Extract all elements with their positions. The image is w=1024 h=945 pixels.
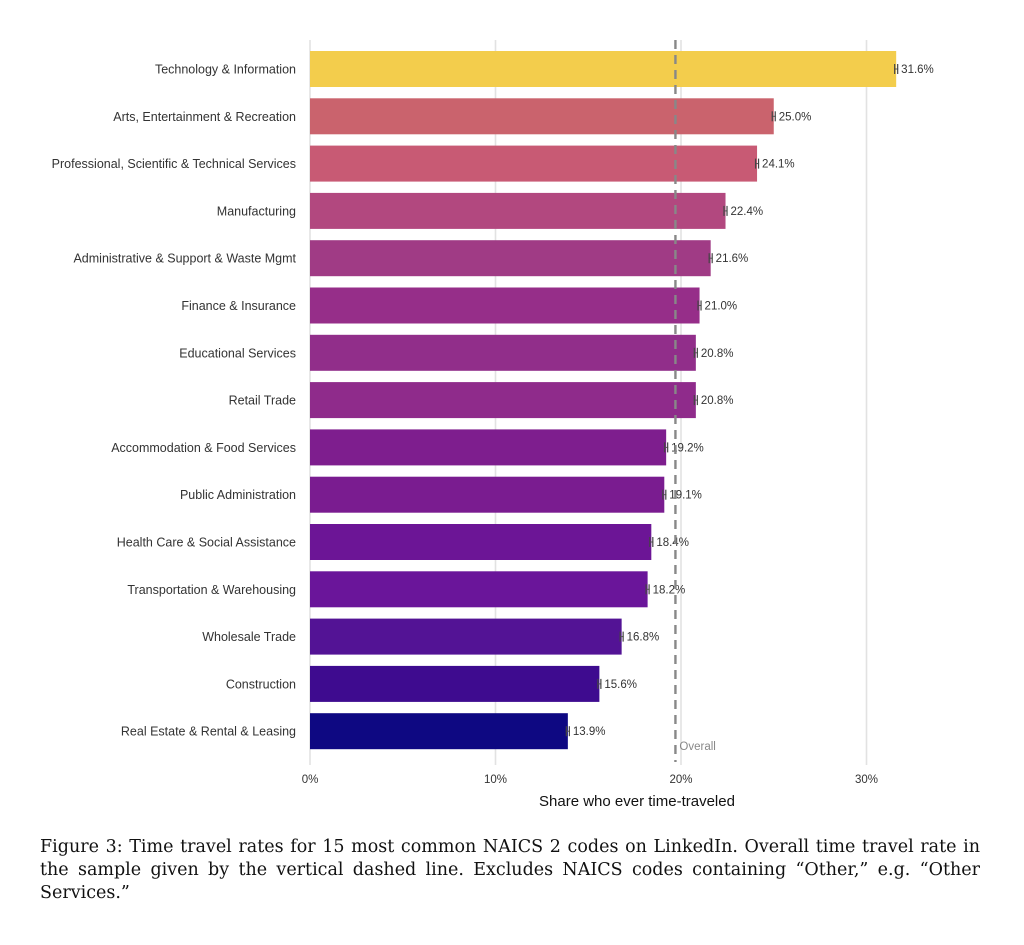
category-label: Public Administration [180,488,296,502]
value-label: 19.2% [671,442,704,454]
x-tick-label: 30% [855,774,878,786]
bar [310,334,696,371]
category-label: Educational Services [179,346,296,360]
bar [310,524,652,560]
x-axis-ticks: 0% 10% 20% 30% [302,774,878,786]
value-label: 13.9% [573,726,606,738]
bar [310,429,667,466]
bar [310,145,758,182]
value-label: 31.6% [901,64,934,76]
category-label: Technology & Information [155,63,296,77]
category-label: Real Estate & Rental & Leasing [121,725,296,739]
bar [310,240,711,277]
figure-caption: Figure 3: Time travel rates for 15 most … [40,837,980,903]
value-label: 18.4% [656,537,689,549]
value-label: 25.0% [779,111,812,123]
category-label: Wholesale Trade [202,630,296,644]
category-label: Arts, Entertainment & Recreation [113,110,296,124]
category-label: Administrative & Support & Waste Mgmt [73,252,296,266]
overall-reference-label: Overall [679,741,715,753]
category-labels: Technology & Information Arts, Entertainm… [52,63,297,739]
category-label: Manufacturing [217,204,296,218]
value-label: 20.8% [701,395,734,407]
overall-reference: Overall [674,40,716,762]
value-label: 21.6% [716,253,749,265]
value-label: 16.8% [627,632,660,644]
bar [310,476,665,513]
x-tick-label: 20% [669,774,692,786]
x-axis-title: Share who ever time-traveled [539,793,735,810]
bar [310,382,696,419]
value-labels: 31.6% 25.0% 24.1% 22.4% 21.6% 21.0% 20.8% 20.8%… [573,64,934,738]
value-label: 24.1% [762,159,795,171]
bar [310,665,600,702]
x-tick-label: 0% [302,774,319,786]
x-tick-label: 10% [484,774,507,786]
value-label: 20.8% [701,348,734,360]
bar [310,98,774,135]
bar [310,192,726,229]
bars [310,51,897,750]
category-label: Retail Trade [229,394,296,408]
bar [310,713,568,750]
bar [310,618,622,655]
error-bars [565,64,899,737]
category-label: Professional, Scientific & Technical Ser… [52,157,296,171]
category-label: Finance & Insurance [181,299,296,313]
category-label: Construction [226,677,296,691]
category-label: Transportation & Warehousing [127,583,296,597]
value-label: 22.4% [731,206,764,218]
value-label: 19.1% [669,490,702,502]
bar [310,287,700,324]
bar [310,51,897,87]
value-label: 18.2% [653,584,686,596]
category-label: Health Care & Social Assistance [117,536,296,550]
value-label: 21.0% [705,301,738,313]
bar [310,571,648,608]
value-label: 15.6% [604,679,637,691]
category-label: Accommodation & Food Services [111,441,296,455]
bar-chart: Technology & Information Arts, Entertainm… [52,40,934,810]
